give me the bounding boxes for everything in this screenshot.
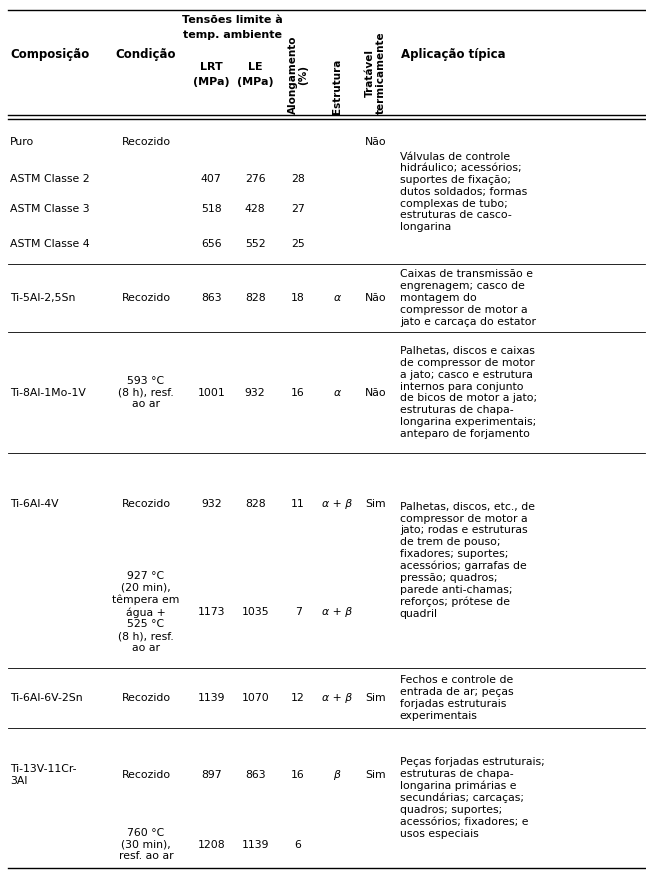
Text: Não: Não — [365, 293, 386, 303]
Text: 1208: 1208 — [198, 840, 225, 849]
Text: Recozido: Recozido — [121, 293, 171, 303]
Text: 407: 407 — [201, 174, 222, 184]
Text: 16: 16 — [291, 387, 305, 398]
Text: 1173: 1173 — [198, 607, 225, 617]
Text: Não: Não — [365, 387, 386, 398]
Text: 1035: 1035 — [242, 607, 269, 617]
Text: Fechos e controle de
entrada de ar; peças
forjadas estruturais
experimentais: Fechos e controle de entrada de ar; peça… — [400, 676, 514, 720]
Text: ASTM Classe 4: ASTM Classe 4 — [10, 239, 90, 249]
Text: Caixas de transmissão e
engrenagem; casco de
montagem do
compressor de motor a
j: Caixas de transmissão e engrenagem; casc… — [400, 269, 536, 326]
Text: Sim: Sim — [366, 770, 386, 780]
Text: 518: 518 — [201, 203, 222, 214]
Text: α + β: α + β — [322, 500, 352, 509]
Text: 25: 25 — [291, 239, 305, 249]
Text: Ti-13V-11Cr-
3Al: Ti-13V-11Cr- 3Al — [10, 764, 77, 786]
Text: α + β: α + β — [322, 607, 352, 617]
Text: 656: 656 — [201, 239, 222, 249]
Text: Ti-5Al-2,5Sn: Ti-5Al-2,5Sn — [10, 293, 76, 303]
Text: Palhetas, discos e caixas
de compressor de motor
a jato; casco e estrutura
inter: Palhetas, discos e caixas de compressor … — [400, 346, 537, 439]
Text: Não: Não — [365, 137, 386, 147]
Text: (MPa): (MPa) — [193, 78, 229, 87]
Text: 1139: 1139 — [242, 840, 269, 849]
Text: Sim: Sim — [366, 693, 386, 703]
Text: Tratável
termicamente: Tratável termicamente — [365, 31, 386, 114]
Text: Aplicação típica: Aplicação típica — [401, 48, 505, 60]
Text: Peças forjadas estruturais;
estruturas de chapa-
longarina primárias e
secundári: Peças forjadas estruturais; estruturas d… — [400, 757, 545, 839]
Text: Ti-6Al-4V: Ti-6Al-4V — [10, 500, 59, 509]
Text: Estrutura: Estrutura — [332, 58, 342, 114]
Text: 7: 7 — [295, 607, 302, 617]
Text: Recozido: Recozido — [121, 137, 171, 147]
Text: 11: 11 — [291, 500, 305, 509]
Text: temp. ambiente: temp. ambiente — [183, 30, 282, 39]
Text: Válvulas de controle
hidráulico; acessórios;
suportes de fixação;
dutos soldados: Válvulas de controle hidráulico; acessór… — [400, 152, 527, 232]
Text: 932: 932 — [245, 387, 266, 398]
Text: 1139: 1139 — [198, 693, 225, 703]
Text: 1001: 1001 — [198, 387, 225, 398]
Text: 927 °C
(20 min),
têmpera em
água +
525 °C
(8 h), resf.
ao ar: 927 °C (20 min), têmpera em água + 525 °… — [112, 571, 180, 653]
Text: Puro: Puro — [10, 137, 35, 147]
Text: α: α — [333, 293, 340, 303]
Text: LRT: LRT — [200, 62, 223, 72]
Text: 863: 863 — [245, 770, 266, 780]
Text: 897: 897 — [201, 770, 222, 780]
Text: 593 °C
(8 h), resf.
ao ar: 593 °C (8 h), resf. ao ar — [118, 376, 174, 409]
Text: 16: 16 — [291, 770, 305, 780]
Text: 27: 27 — [291, 203, 305, 214]
Text: 12: 12 — [291, 693, 305, 703]
Text: Recozido: Recozido — [121, 770, 171, 780]
Text: Palhetas, discos, etc., de
compressor de motor a
jato; rodas e estruturas
de tre: Palhetas, discos, etc., de compressor de… — [400, 502, 535, 619]
Text: Composição: Composição — [10, 48, 90, 60]
Text: 6: 6 — [295, 840, 302, 849]
Text: ASTM Classe 3: ASTM Classe 3 — [10, 203, 90, 214]
Text: 828: 828 — [245, 500, 266, 509]
Text: Ti-8Al-1Mo-1V: Ti-8Al-1Mo-1V — [10, 387, 86, 398]
Text: Ti-6Al-6V-2Sn: Ti-6Al-6V-2Sn — [10, 693, 83, 703]
Text: 428: 428 — [245, 203, 266, 214]
Text: ASTM Classe 2: ASTM Classe 2 — [10, 174, 90, 184]
Text: Recozido: Recozido — [121, 500, 171, 509]
Text: 276: 276 — [245, 174, 266, 184]
Text: Recozido: Recozido — [121, 693, 171, 703]
Text: 932: 932 — [201, 500, 222, 509]
Text: 552: 552 — [245, 239, 266, 249]
Text: (MPa): (MPa) — [237, 78, 273, 87]
Text: LE: LE — [248, 62, 262, 72]
Text: 760 °C
(30 min),
resf. ao ar: 760 °C (30 min), resf. ao ar — [119, 828, 173, 862]
Text: 863: 863 — [201, 293, 222, 303]
Text: 28: 28 — [291, 174, 305, 184]
Text: 18: 18 — [291, 293, 305, 303]
Text: α: α — [333, 387, 340, 398]
Text: Sim: Sim — [366, 500, 386, 509]
Text: β: β — [333, 770, 340, 780]
Text: Condição: Condição — [116, 48, 176, 60]
Text: 828: 828 — [245, 293, 266, 303]
Text: Tensões limite à: Tensões limite à — [182, 15, 283, 24]
Text: α + β: α + β — [322, 693, 352, 703]
Text: Alongamento
(%): Alongamento (%) — [287, 36, 309, 114]
Text: 1070: 1070 — [242, 693, 269, 703]
